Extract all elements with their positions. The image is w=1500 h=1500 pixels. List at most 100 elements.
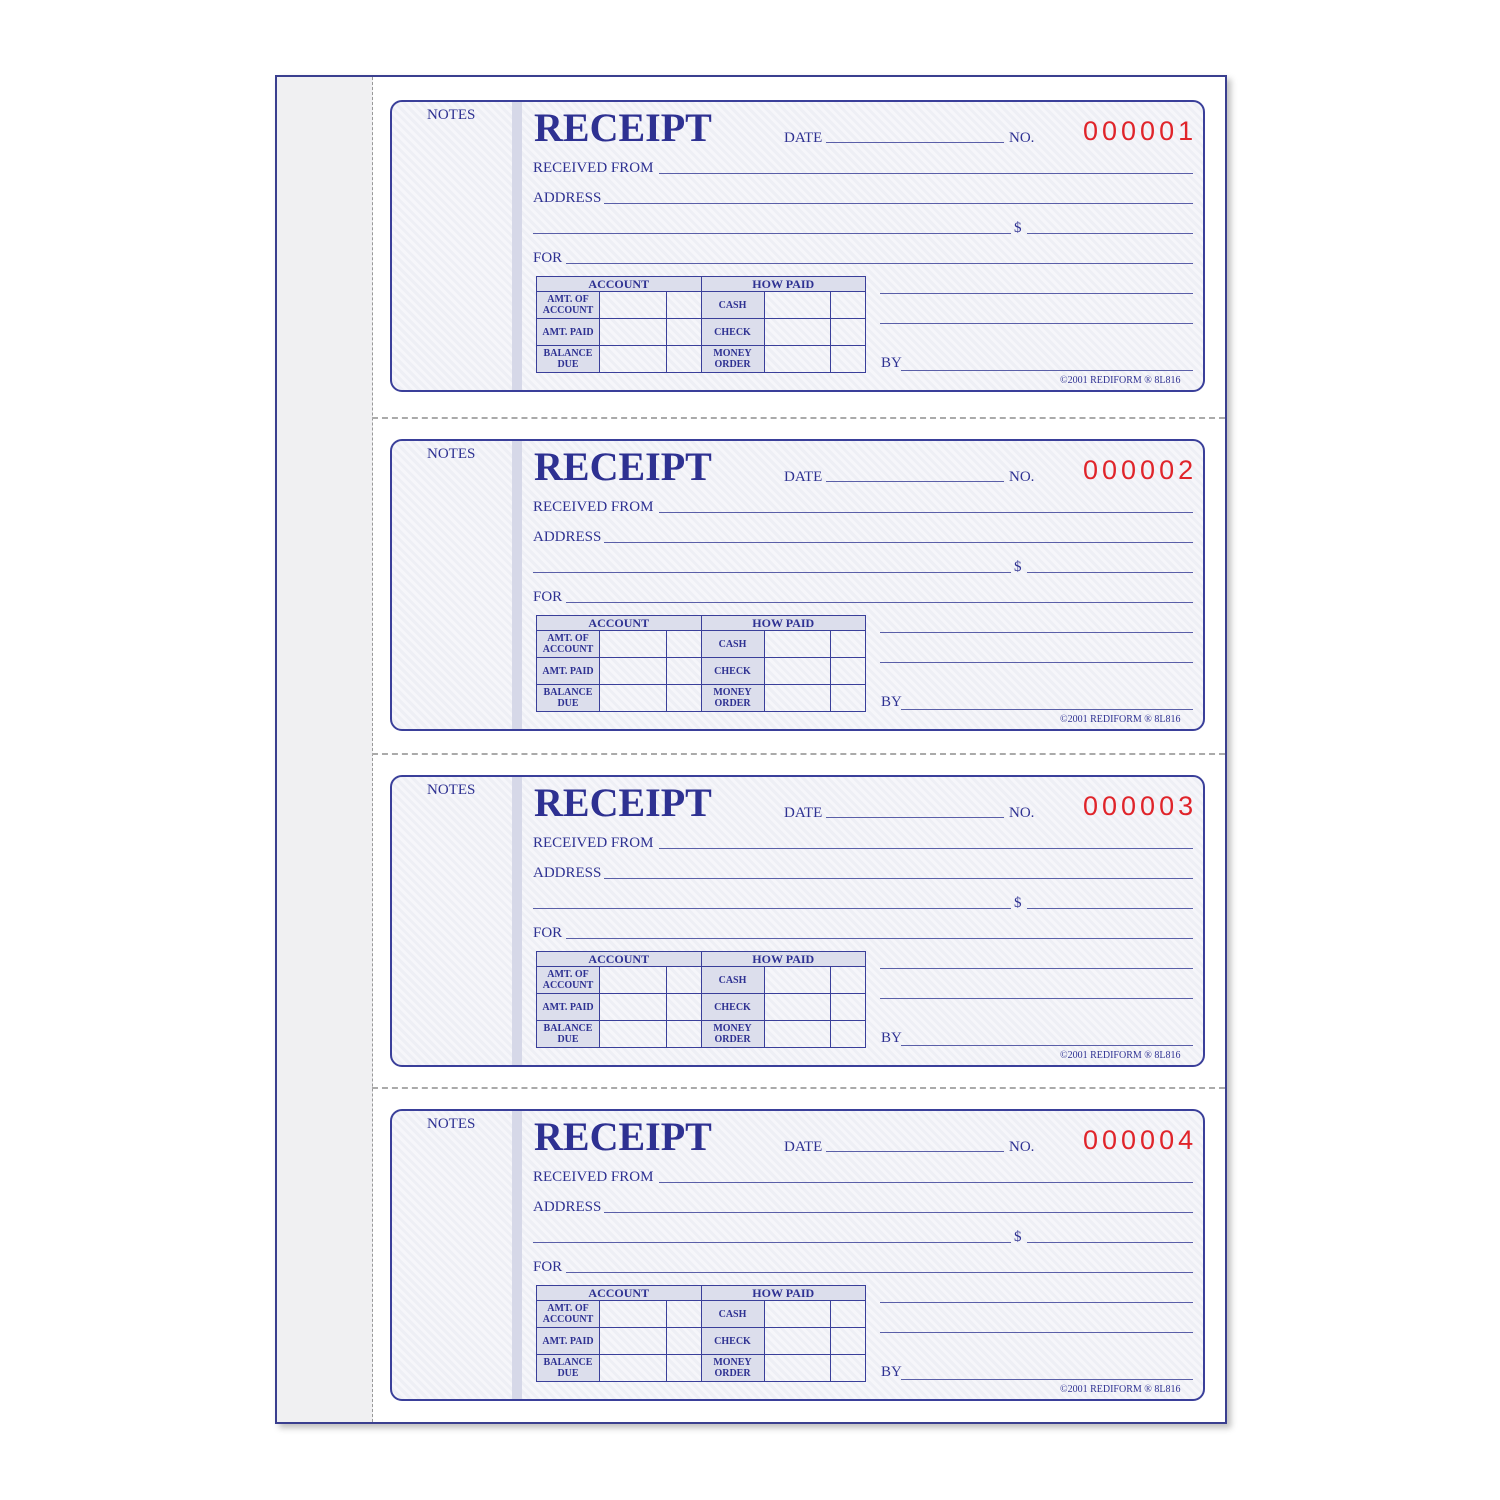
address-label: ADDRESS — [533, 529, 602, 545]
date-field[interactable] — [826, 817, 1004, 818]
check-dollars[interactable] — [763, 1327, 831, 1355]
address-field-2[interactable] — [533, 572, 1011, 573]
for-field[interactable] — [566, 1272, 1193, 1273]
cash-cents[interactable] — [830, 966, 866, 994]
money-order-dollars[interactable] — [763, 1354, 831, 1382]
money-order-cents[interactable] — [830, 684, 866, 712]
date-field[interactable] — [826, 142, 1004, 143]
binding-spine — [277, 77, 373, 1422]
money-order-cents[interactable] — [830, 1020, 866, 1048]
amt-paid-dollars[interactable] — [599, 993, 667, 1021]
amount-field[interactable] — [1027, 908, 1193, 909]
cash-cents[interactable] — [830, 1300, 866, 1328]
amt-of-account-dollars[interactable] — [599, 291, 667, 319]
memo-field-2[interactable] — [880, 1332, 1193, 1333]
balance-due-dollars[interactable] — [599, 1020, 667, 1048]
check-label: CHECK — [700, 993, 765, 1021]
amt-of-account-cents[interactable] — [665, 630, 702, 658]
address-field[interactable] — [604, 203, 1193, 204]
money-order-dollars[interactable] — [763, 1020, 831, 1048]
memo-field-1[interactable] — [880, 1302, 1193, 1303]
memo-field-1[interactable] — [880, 632, 1193, 633]
money-order-cents[interactable] — [830, 345, 866, 373]
check-cents[interactable] — [830, 993, 866, 1021]
amt-of-account-dollars[interactable] — [599, 966, 667, 994]
balance-due-cents[interactable] — [665, 684, 702, 712]
balance-due-cents[interactable] — [665, 1020, 702, 1048]
memo-field-2[interactable] — [880, 323, 1193, 324]
address-field[interactable] — [604, 542, 1193, 543]
notes-label: NOTES — [427, 782, 476, 798]
amt-of-account-cents[interactable] — [665, 966, 702, 994]
received-from-field[interactable] — [659, 173, 1193, 174]
address-field-2[interactable] — [533, 1242, 1011, 1243]
amt-paid-cents[interactable] — [665, 318, 702, 346]
check-label: CHECK — [700, 1327, 765, 1355]
check-dollars[interactable] — [763, 657, 831, 685]
date-field[interactable] — [826, 1151, 1004, 1152]
amt-of-account-cents[interactable] — [665, 291, 702, 319]
balance-due-dollars[interactable] — [599, 345, 667, 373]
amt-paid-cents[interactable] — [665, 657, 702, 685]
amount-field[interactable] — [1027, 1242, 1193, 1243]
by-label: BY — [881, 694, 902, 710]
received-from-field[interactable] — [659, 512, 1193, 513]
amount-field[interactable] — [1027, 233, 1193, 234]
cash-dollars[interactable] — [763, 1300, 831, 1328]
by-field[interactable] — [901, 370, 1193, 371]
address-field[interactable] — [604, 1212, 1193, 1213]
received-from-field[interactable] — [659, 1182, 1193, 1183]
address-field-2[interactable] — [533, 233, 1011, 234]
balance-due-dollars[interactable] — [599, 684, 667, 712]
balance-due-dollars[interactable] — [599, 1354, 667, 1382]
balance-due-cents[interactable] — [665, 345, 702, 373]
memo-field-2[interactable] — [880, 998, 1193, 999]
money-order-cents[interactable] — [830, 1354, 866, 1382]
date-field[interactable] — [826, 481, 1004, 482]
check-dollars[interactable] — [763, 318, 831, 346]
number-label: NO. — [1009, 469, 1035, 485]
check-cents[interactable] — [830, 657, 866, 685]
check-cents[interactable] — [830, 318, 866, 346]
by-field[interactable] — [901, 1379, 1193, 1380]
amt-paid-cents[interactable] — [665, 1327, 702, 1355]
by-field[interactable] — [901, 709, 1193, 710]
copyright-text: ©2001 REDIFORM ® 8L816 — [1060, 1384, 1181, 1395]
money-order-dollars[interactable] — [763, 684, 831, 712]
amt-paid-dollars[interactable] — [599, 1327, 667, 1355]
money-order-dollars[interactable] — [763, 345, 831, 373]
memo-field-2[interactable] — [880, 662, 1193, 663]
account-table: ACCOUNT HOW PAID AMT. OF ACCOUNT CASH AMT.… — [536, 1285, 866, 1382]
memo-field-1[interactable] — [880, 968, 1193, 969]
cash-dollars[interactable] — [763, 630, 831, 658]
check-label: CHECK — [700, 318, 765, 346]
amt-paid-cents[interactable] — [665, 993, 702, 1021]
balance-due-cents[interactable] — [665, 1354, 702, 1382]
account-header: ACCOUNT — [536, 1285, 702, 1301]
amt-paid-dollars[interactable] — [599, 318, 667, 346]
number-label: NO. — [1009, 805, 1035, 821]
address-field-2[interactable] — [533, 908, 1011, 909]
number-label: NO. — [1009, 1139, 1035, 1155]
amt-paid-dollars[interactable] — [599, 657, 667, 685]
cash-dollars[interactable] — [763, 291, 831, 319]
cash-cents[interactable] — [830, 630, 866, 658]
amount-field[interactable] — [1027, 572, 1193, 573]
for-field[interactable] — [566, 263, 1193, 264]
cash-dollars[interactable] — [763, 966, 831, 994]
received-from-field[interactable] — [659, 848, 1193, 849]
check-dollars[interactable] — [763, 993, 831, 1021]
for-field[interactable] — [566, 938, 1193, 939]
for-field[interactable] — [566, 602, 1193, 603]
amt-of-account-dollars[interactable] — [599, 1300, 667, 1328]
amt-of-account-label: AMT. OF ACCOUNT — [536, 291, 600, 319]
memo-field-1[interactable] — [880, 293, 1193, 294]
amt-of-account-cents[interactable] — [665, 1300, 702, 1328]
check-cents[interactable] — [830, 1327, 866, 1355]
receipt-form: NOTES RECEIPT DATE NO. 000001 RECEIVED F… — [390, 100, 1205, 392]
address-field[interactable] — [604, 878, 1193, 879]
cash-cents[interactable] — [830, 291, 866, 319]
by-field[interactable] — [901, 1045, 1193, 1046]
amt-of-account-dollars[interactable] — [599, 630, 667, 658]
address-label: ADDRESS — [533, 865, 602, 881]
